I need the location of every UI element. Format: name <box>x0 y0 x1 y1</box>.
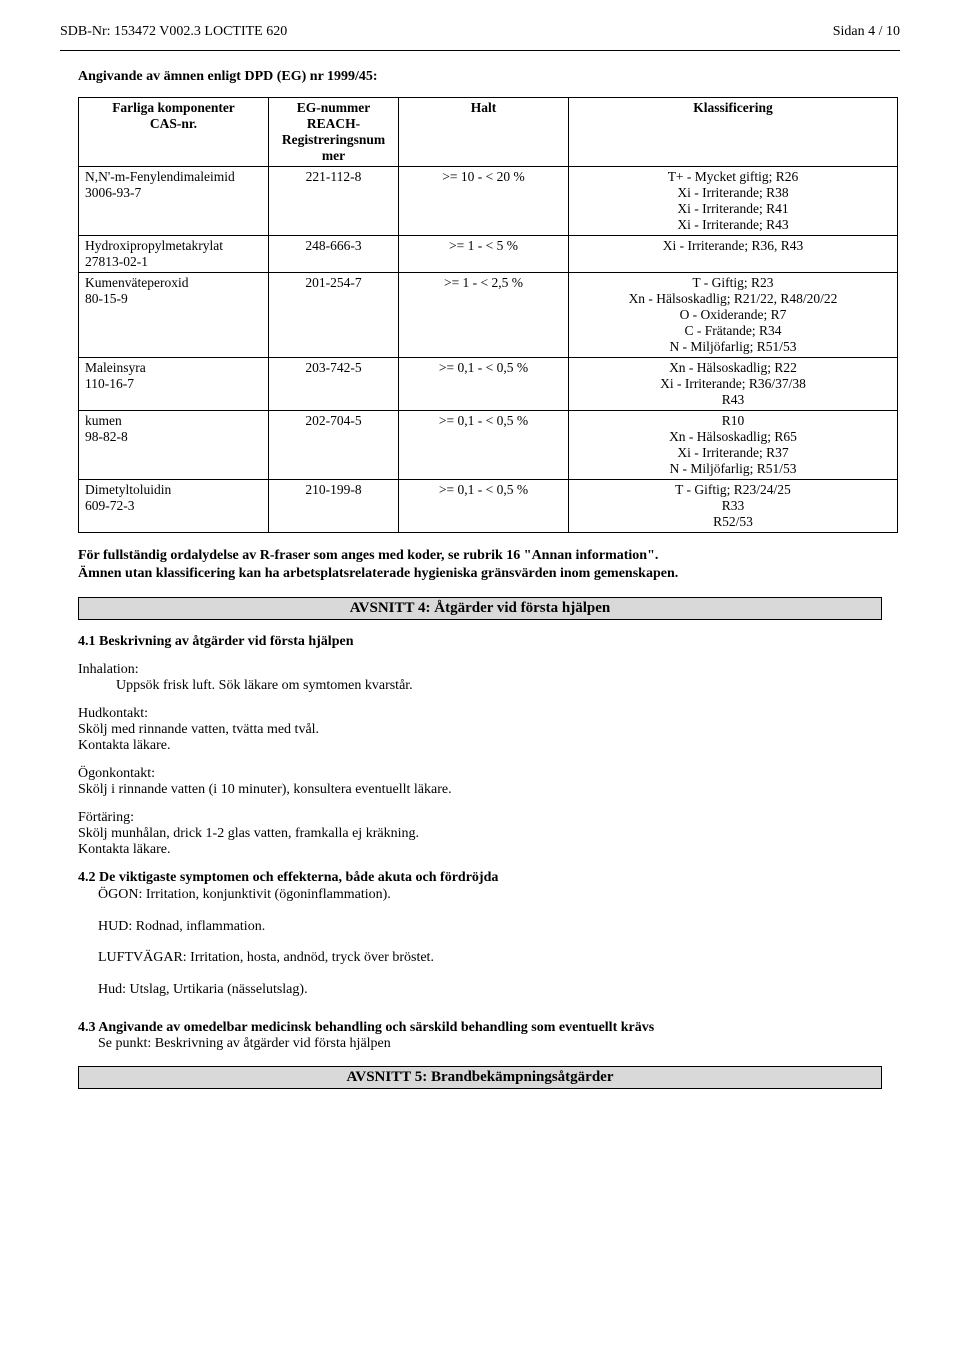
cell-eg: 203-742-5 <box>269 358 399 411</box>
sym-luftvagar: LUFTVÄGAR: Irritation, hosta, andnöd, tr… <box>98 949 900 967</box>
section-bar-avs4: AVSNITT 4: Åtgärder vid första hjälpen <box>78 597 882 620</box>
sym-hud: HUD: Rodnad, inflammation. <box>98 918 900 936</box>
footnote-1: För fullständig ordalydelse av R-fraser … <box>78 547 900 565</box>
cell-halt: >= 10 - < 20 % <box>399 167 569 236</box>
text-4-3: Se punkt: Beskrivning av åtgärder vid fö… <box>98 1036 900 1052</box>
sym-hud2: Hud: Utslag, Urtikaria (nässelutslag). <box>98 981 900 999</box>
cell-halt: >= 0,1 - < 0,5 % <box>399 411 569 480</box>
col-header-halt: Halt <box>399 98 569 167</box>
cell-component: kumen98-82-8 <box>79 411 269 480</box>
table-row: kumen98-82-8202-704-5>= 0,1 - < 0,5 %R10… <box>79 411 898 480</box>
cell-halt: >= 0,1 - < 0,5 % <box>399 358 569 411</box>
cell-eg: 210-199-8 <box>269 480 399 533</box>
section-intro: Angivande av ämnen enligt DPD (EG) nr 19… <box>78 69 900 85</box>
ogonkontakt-text: Skölj i rinnande vatten (i 10 minuter), … <box>78 782 900 798</box>
cell-eg: 221-112-8 <box>269 167 399 236</box>
cell-component: N,N'-m-Fenylendimaleimid3006-93-7 <box>79 167 269 236</box>
fortaring-label: Förtäring: <box>78 810 900 826</box>
cell-eg: 201-254-7 <box>269 273 399 358</box>
cell-component: Dimetyltoluidin609-72-3 <box>79 480 269 533</box>
cell-classification: T - Giftig; R23/24/25R33R52/53 <box>569 480 898 533</box>
section-bar-avs5: AVSNITT 5: Brandbekämpningsåtgärder <box>78 1066 882 1089</box>
header-left: SDB-Nr: 153472 V002.3 LOCTITE 620 <box>60 24 287 40</box>
table-row: Dimetyltoluidin609-72-3210-199-8>= 0,1 -… <box>79 480 898 533</box>
footnote-2: Ämnen utan klassificering kan ha arbetsp… <box>78 565 900 583</box>
cell-component: Hydroxipropylmetakrylat27813-02-1 <box>79 236 269 273</box>
cell-classification: Xn - Hälsoskadlig; R22Xi - Irriterande; … <box>569 358 898 411</box>
table-row: Maleinsyra110-16-7203-742-5>= 0,1 - < 0,… <box>79 358 898 411</box>
table-row: N,N'-m-Fenylendimaleimid3006-93-7221-112… <box>79 167 898 236</box>
cell-component: Maleinsyra110-16-7 <box>79 358 269 411</box>
sym-ogon: ÖGON: Irritation, konjunktivit (ögoninfl… <box>98 886 900 904</box>
header-rule <box>60 50 900 51</box>
heading-4-1: 4.1 Beskrivning av åtgärder vid första h… <box>78 634 900 650</box>
document-header: SDB-Nr: 153472 V002.3 LOCTITE 620 Sidan … <box>60 24 900 40</box>
col-header-component: Farliga komponenter CAS-nr. <box>79 98 269 167</box>
cell-classification: T - Giftig; R23Xn - Hälsoskadlig; R21/22… <box>569 273 898 358</box>
cell-halt: >= 0,1 - < 0,5 % <box>399 480 569 533</box>
col-header-class: Klassificering <box>569 98 898 167</box>
inhalation-text: Uppsök frisk luft. Sök läkare om symtome… <box>116 678 900 694</box>
cell-eg: 202-704-5 <box>269 411 399 480</box>
heading-4-3: 4.3 Angivande av omedelbar medicinsk beh… <box>78 1020 900 1036</box>
table-row: Hydroxipropylmetakrylat27813-02-1248-666… <box>79 236 898 273</box>
cell-classification: Xi - Irriterande; R36, R43 <box>569 236 898 273</box>
cell-halt: >= 1 - < 5 % <box>399 236 569 273</box>
cell-classification: R10Xn - Hälsoskadlig; R65Xi - Irriterand… <box>569 411 898 480</box>
cell-classification: T+ - Mycket giftig; R26Xi - Irriterande;… <box>569 167 898 236</box>
cell-halt: >= 1 - < 2,5 % <box>399 273 569 358</box>
inhalation-label: Inhalation: <box>78 662 900 678</box>
table-row: Kumenväteperoxid80-15-9201-254-7>= 1 - <… <box>79 273 898 358</box>
cell-component: Kumenväteperoxid80-15-9 <box>79 273 269 358</box>
fortaring-text-2: Kontakta läkare. <box>78 842 900 858</box>
hudkontakt-text-1: Skölj med rinnande vatten, tvätta med tv… <box>78 722 900 738</box>
components-table: Farliga komponenter CAS-nr. EG-nummer RE… <box>78 97 898 533</box>
heading-4-2: 4.2 De viktigaste symptomen och effekter… <box>78 870 900 886</box>
col-header-eg: EG-nummer REACH- Registreringsnum mer <box>269 98 399 167</box>
fortaring-text-1: Skölj munhålan, drick 1-2 glas vatten, f… <box>78 826 900 842</box>
cell-eg: 248-666-3 <box>269 236 399 273</box>
hudkontakt-text-2: Kontakta läkare. <box>78 738 900 754</box>
hudkontakt-label: Hudkontakt: <box>78 706 900 722</box>
ogonkontakt-label: Ögonkontakt: <box>78 766 900 782</box>
header-right: Sidan 4 / 10 <box>833 24 900 40</box>
table-footnotes: För fullständig ordalydelse av R-fraser … <box>78 547 900 583</box>
